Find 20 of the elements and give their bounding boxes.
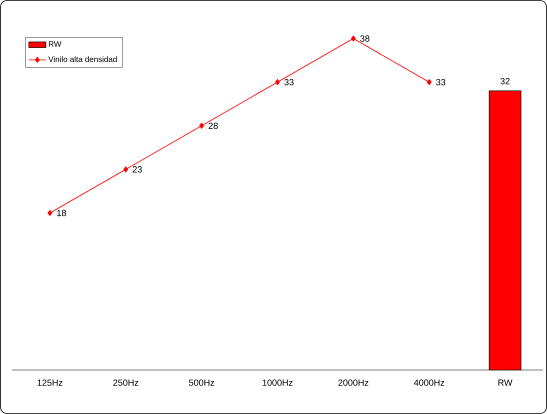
point xyxy=(123,166,128,172)
point xyxy=(351,36,356,42)
data-label: 33 xyxy=(436,78,446,86)
point xyxy=(48,210,52,216)
data-label: 32 xyxy=(500,78,510,84)
point xyxy=(199,122,204,129)
data-label: 33 xyxy=(284,78,294,86)
data-label: 23 xyxy=(132,166,142,173)
data-label: 38 xyxy=(360,35,370,42)
x-tick-label: 4000Hz xyxy=(414,380,444,386)
x-tick-label: 125Hz xyxy=(38,380,62,386)
data-label: 18 xyxy=(57,210,66,216)
data-label: 28 xyxy=(208,122,218,129)
point xyxy=(426,79,432,86)
x-tick-label: 1000Hz xyxy=(262,380,292,386)
point xyxy=(275,79,280,86)
x-tick-label: 250Hz xyxy=(113,380,138,386)
x-tick-label: RW xyxy=(498,380,512,386)
x-tick-label: 2000Hz xyxy=(338,380,368,386)
x-tick-label: 500Hz xyxy=(189,380,214,386)
